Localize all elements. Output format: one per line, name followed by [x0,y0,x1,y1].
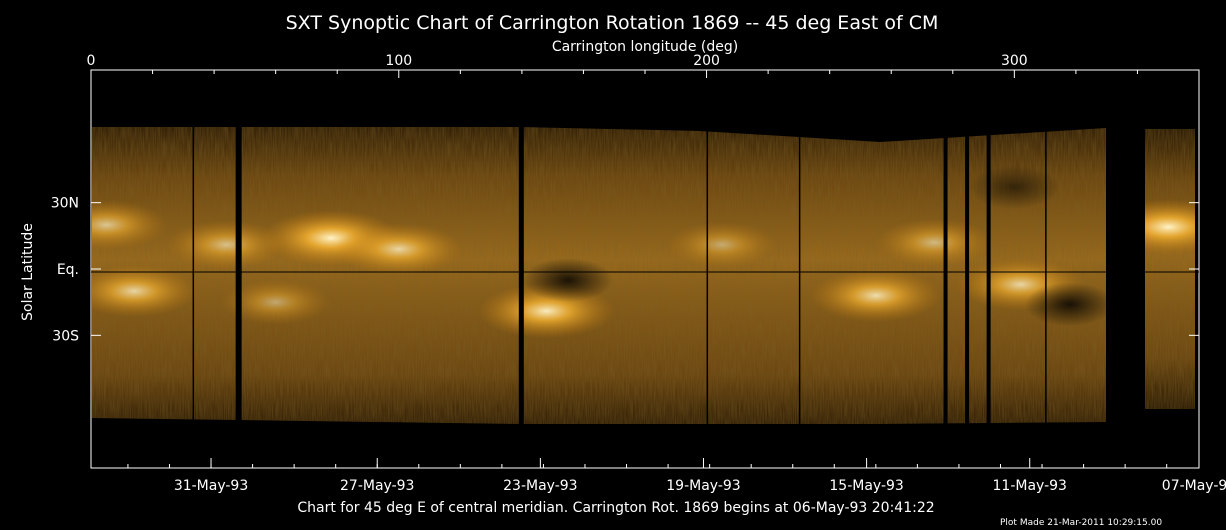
data-gap-thin [192,127,195,424]
footer-text: Chart for 45 deg E of central meridian. … [297,500,934,516]
date-tick-label: 19-May-93 [666,478,740,494]
active-region [810,269,942,323]
date-tick-label: 23-May-93 [503,478,577,494]
lat-tick-label: 30N [51,196,79,212]
data-gap-thin [1045,127,1047,424]
data-gap [518,127,524,424]
active-region [92,265,199,318]
top-tick-label: 200 [693,53,720,69]
date-tick-label: 11-May-93 [993,478,1067,494]
coronal-hole [523,258,614,303]
data-gap [235,127,242,422]
active-region [1145,198,1195,255]
date-tick-label: 27-May-93 [340,478,414,494]
active-region [166,220,286,270]
coronal-hole [1024,282,1106,327]
top-axis-label: Carrington longitude (deg) [552,39,738,55]
data-gap-thin [943,127,948,424]
active-region [334,223,463,276]
top-tick-label: 0 [87,53,96,69]
data-gap-thin [706,127,709,424]
data-gap-thin [798,127,801,424]
y-axis-label: Solar Latitude [20,223,36,321]
top-tick-label: 300 [1001,53,1028,69]
date-tick-label: 15-May-93 [829,478,903,494]
data-gap-thin [965,127,970,424]
coronal-hole [969,165,1060,210]
chart-title: SXT Synoptic Chart of Carrington Rotatio… [286,12,939,34]
active-region [876,218,993,267]
active-region [666,221,777,268]
synoptic-image [92,127,1195,424]
plot-made-text: Plot Made 21-Mar-2011 10:29:15.00 [1000,518,1162,528]
date-tick-label: 31-May-93 [174,478,248,494]
date-tick-label: 07-May-93 [1162,478,1226,494]
lat-tick-label: 30S [52,328,79,344]
active-region [220,279,331,326]
top-tick-label: 100 [385,53,412,69]
lat-tick-label: Eq. [57,262,79,278]
data-gap-thin [986,127,991,424]
active-region [92,199,168,250]
